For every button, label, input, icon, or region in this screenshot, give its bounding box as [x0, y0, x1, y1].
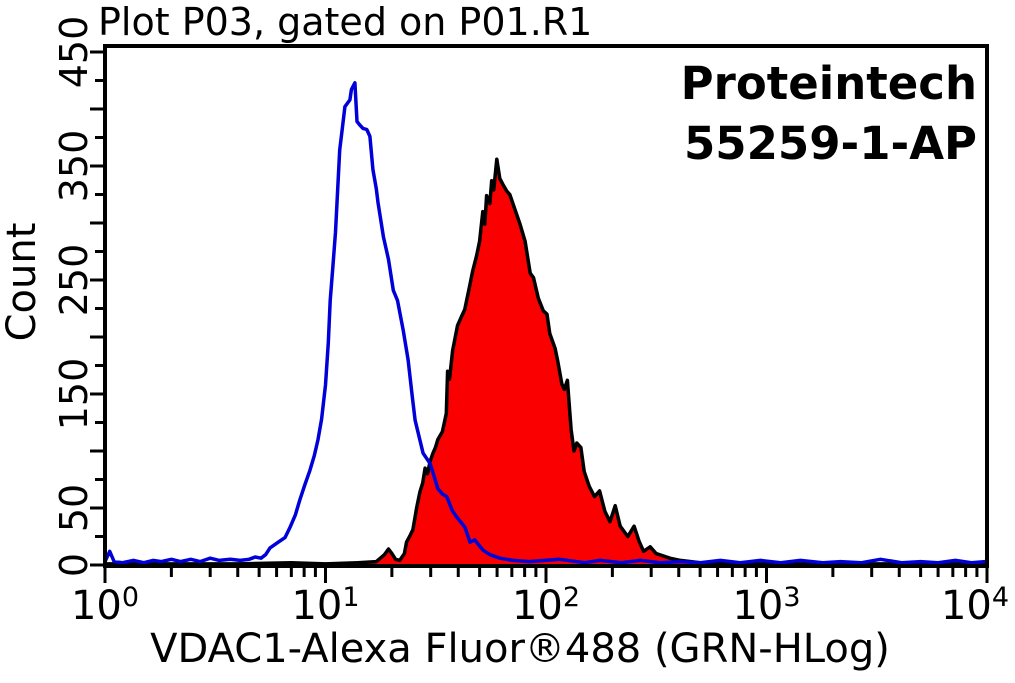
y-tick-label: 250 — [52, 243, 96, 317]
brand-name: Proteintech — [680, 57, 977, 110]
x-tick-label: 101 — [291, 582, 360, 629]
y-tick-label: 350 — [52, 129, 96, 203]
y-tick-label: 0 — [52, 552, 96, 578]
x-tick-label: 100 — [70, 582, 140, 629]
plot-title: Plot P03, gated on P01.R1 — [98, 0, 593, 44]
plot-border — [103, 44, 989, 568]
y-axis-label: Count — [0, 222, 45, 342]
catalog-number: 55259-1-AP — [683, 117, 977, 171]
stained-sample-curve — [103, 157, 989, 568]
brand-block: Proteintech 55259-1-AP — [681, 54, 977, 175]
y-tick-label: 50 — [52, 483, 96, 533]
x-tick-label: 103 — [732, 582, 801, 629]
control-curve — [103, 81, 987, 565]
x-tick-label: 102 — [511, 582, 581, 629]
y-tick-label: 150 — [52, 357, 96, 431]
y-tick-label: 450 — [52, 15, 96, 89]
x-axis-label: VDAC1-Alexa Fluor®488 (GRN-HLog) — [150, 626, 890, 672]
x-tick-label: 104 — [940, 582, 1010, 629]
